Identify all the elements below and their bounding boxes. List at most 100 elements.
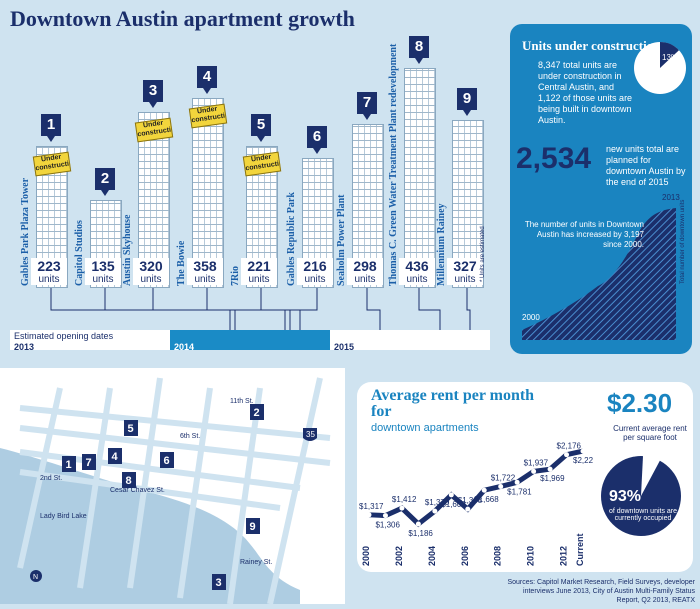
rent-data-label: $2,227 bbox=[573, 456, 593, 465]
rent-title: Average rent per month for bbox=[371, 387, 535, 420]
lake-label: Lady Bird Lake bbox=[40, 513, 87, 520]
building-units-value: 298 bbox=[347, 258, 383, 274]
building-units-label: units bbox=[133, 274, 169, 285]
highway-35-icon: 35 bbox=[303, 428, 317, 441]
map-marker-1: 1 bbox=[62, 456, 76, 472]
svg-text:8: 8 bbox=[126, 475, 132, 487]
area-text: The number of units in Downtown Austin h… bbox=[524, 220, 644, 249]
timeline-year-2015: 2015 bbox=[334, 342, 355, 352]
rent-x-tick: 2008 bbox=[493, 546, 503, 566]
rent-x-tick: 2004 bbox=[427, 546, 437, 566]
rent-point bbox=[580, 448, 586, 454]
building-units-label: units bbox=[85, 274, 121, 285]
building-number-badge: 3 bbox=[143, 80, 163, 108]
map-marker-7: 7 bbox=[82, 454, 96, 470]
building-units-label: units bbox=[31, 274, 67, 285]
timeline-year-2014: 2014 bbox=[174, 342, 195, 352]
planned-units-number: 2,534 bbox=[516, 142, 592, 175]
map-marker-9: 9 bbox=[246, 518, 260, 534]
map-marker-4: 4 bbox=[108, 448, 122, 464]
rent-point bbox=[498, 483, 504, 489]
rent-data-label: $1,781 bbox=[507, 487, 532, 496]
building-number-badge: 9 bbox=[457, 88, 477, 116]
leader-line bbox=[289, 288, 318, 330]
area-axis-label: Total number of downtown units bbox=[680, 199, 686, 284]
leader-line bbox=[104, 288, 286, 330]
rent-x-tick: 2012 bbox=[559, 546, 569, 566]
leader-line bbox=[418, 288, 441, 330]
street-cesar-chavez: Cesar Chavez St. bbox=[110, 487, 165, 494]
pie-slice-13 bbox=[660, 42, 679, 68]
rent-x-tick: 2000 bbox=[361, 546, 371, 566]
svg-text:7: 7 bbox=[86, 457, 92, 469]
north-arrow-icon: N bbox=[30, 570, 42, 582]
timeline-2014-segment bbox=[170, 330, 330, 350]
building-units-value: 223 bbox=[31, 258, 67, 274]
rent-data-label: $1,969 bbox=[540, 474, 565, 483]
map-markers: 1 2 3 4 5 6 7 8 9 bbox=[62, 404, 264, 590]
rent-data-label: $1,370 bbox=[425, 498, 450, 507]
rent-series-line bbox=[368, 448, 584, 528]
occupancy-pie bbox=[601, 454, 681, 536]
svg-text:1: 1 bbox=[66, 459, 72, 471]
building-units-value: 320 bbox=[133, 258, 169, 274]
rent-per-sqft-caption: Current average rent per square foot bbox=[613, 424, 687, 442]
units-area bbox=[522, 208, 676, 340]
occupancy-text: of downtown units are currently occupied bbox=[608, 508, 678, 522]
rent-point bbox=[564, 452, 570, 458]
building-4 bbox=[192, 98, 224, 288]
leader-lines bbox=[50, 288, 471, 330]
building-number-badge: 7 bbox=[357, 92, 377, 120]
rent-data-label: $1,186 bbox=[408, 529, 433, 538]
construction-text: 8,347 total units are under construction… bbox=[538, 60, 633, 125]
rent-point bbox=[547, 466, 553, 472]
rent-data-label: $1,306 bbox=[375, 521, 400, 530]
timeline: Estimated opening dates 2013 2014 2015 bbox=[10, 330, 490, 352]
street-11th: 11th St. bbox=[230, 398, 254, 405]
building-units-value: 221 bbox=[241, 258, 277, 274]
rent-data-label: $1,412 bbox=[392, 495, 417, 504]
rent-point bbox=[366, 512, 372, 518]
downtown-map: 2nd St. Cesar Chavez St. Lady Bird Lake … bbox=[0, 368, 345, 605]
rent-point bbox=[514, 479, 520, 485]
svg-text:35: 35 bbox=[306, 430, 315, 439]
lake bbox=[0, 448, 300, 604]
svg-text:9: 9 bbox=[250, 521, 256, 533]
building-number-badge: 6 bbox=[307, 126, 327, 154]
rent-point bbox=[531, 468, 537, 474]
svg-text:2: 2 bbox=[254, 407, 260, 419]
building-number-badge: 2 bbox=[95, 168, 115, 196]
rent-point bbox=[399, 505, 405, 511]
rent-data-label: $1,317 bbox=[359, 502, 384, 511]
svg-text:6: 6 bbox=[164, 455, 170, 467]
map-marker-5: 5 bbox=[124, 420, 138, 436]
rent-data-label: $1,398 bbox=[458, 496, 483, 505]
construction-title: Units under construction bbox=[522, 38, 661, 53]
rent-point bbox=[432, 508, 438, 514]
street-2nd: 2nd St. bbox=[40, 475, 62, 482]
rent-point bbox=[415, 521, 421, 527]
building-units-value: 216 bbox=[297, 258, 333, 274]
leader-line bbox=[234, 288, 262, 330]
building-units-value: 358 bbox=[187, 258, 223, 274]
timeline-year-2013: 2013 bbox=[14, 342, 35, 352]
rent-data-label: $1,937 bbox=[524, 458, 549, 467]
leader-line bbox=[466, 288, 471, 330]
building-units-value: 436 bbox=[399, 258, 435, 274]
leader-line bbox=[206, 288, 291, 330]
rent-x-tick: 2006 bbox=[460, 546, 470, 566]
map-marker-6: 6 bbox=[160, 452, 174, 468]
building-number-badge: 4 bbox=[197, 66, 217, 94]
map-marker-3: 3 bbox=[212, 574, 226, 590]
construction-pie: 13% bbox=[634, 42, 686, 94]
street-6th: 6th St. bbox=[180, 433, 200, 440]
rent-panel: Average rent per month for downtown apar… bbox=[357, 382, 693, 572]
timeline-heading: Estimated opening dates bbox=[14, 331, 114, 341]
leader-line bbox=[50, 288, 301, 330]
rent-x-tick: 2002 bbox=[394, 546, 404, 566]
building-units-label: units bbox=[187, 274, 223, 285]
page-title: Downtown Austin apartment growth bbox=[10, 6, 355, 31]
construction-panel: Units under construction 13% 8,347 total… bbox=[510, 24, 692, 354]
building-number-badge: 8 bbox=[409, 36, 429, 64]
rent-line-chart: $1,317 $1,306 $1,412 $1,186 $1,370$1,602$1,3… bbox=[359, 442, 593, 566]
